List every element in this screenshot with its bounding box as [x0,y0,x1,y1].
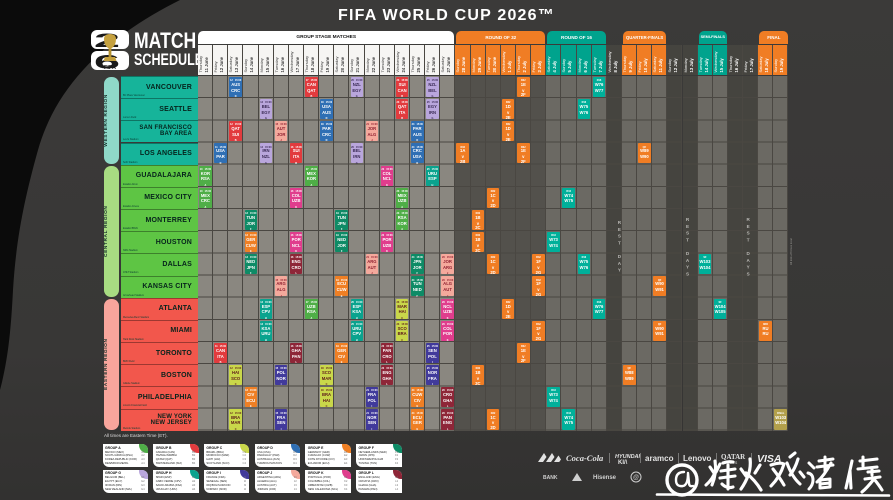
svg-text:Coca‑Cola: Coca‑Cola [566,453,604,463]
svg-text:KI/\: KI/\ [618,460,628,466]
svg-text:FIFA: FIFA [104,65,116,71]
svg-text:Lenovo: Lenovo [683,454,712,463]
svg-text:Hisense: Hisense [593,475,617,481]
svg-text:HYUNDAI: HYUNDAI [615,454,641,460]
svg-text:QATAR: QATAR [721,453,746,461]
svg-text:aramco: aramco [645,454,674,463]
svg-text:VISA: VISA [757,453,782,465]
svg-text:@: @ [633,475,639,481]
svg-text:BANK: BANK [543,475,558,481]
